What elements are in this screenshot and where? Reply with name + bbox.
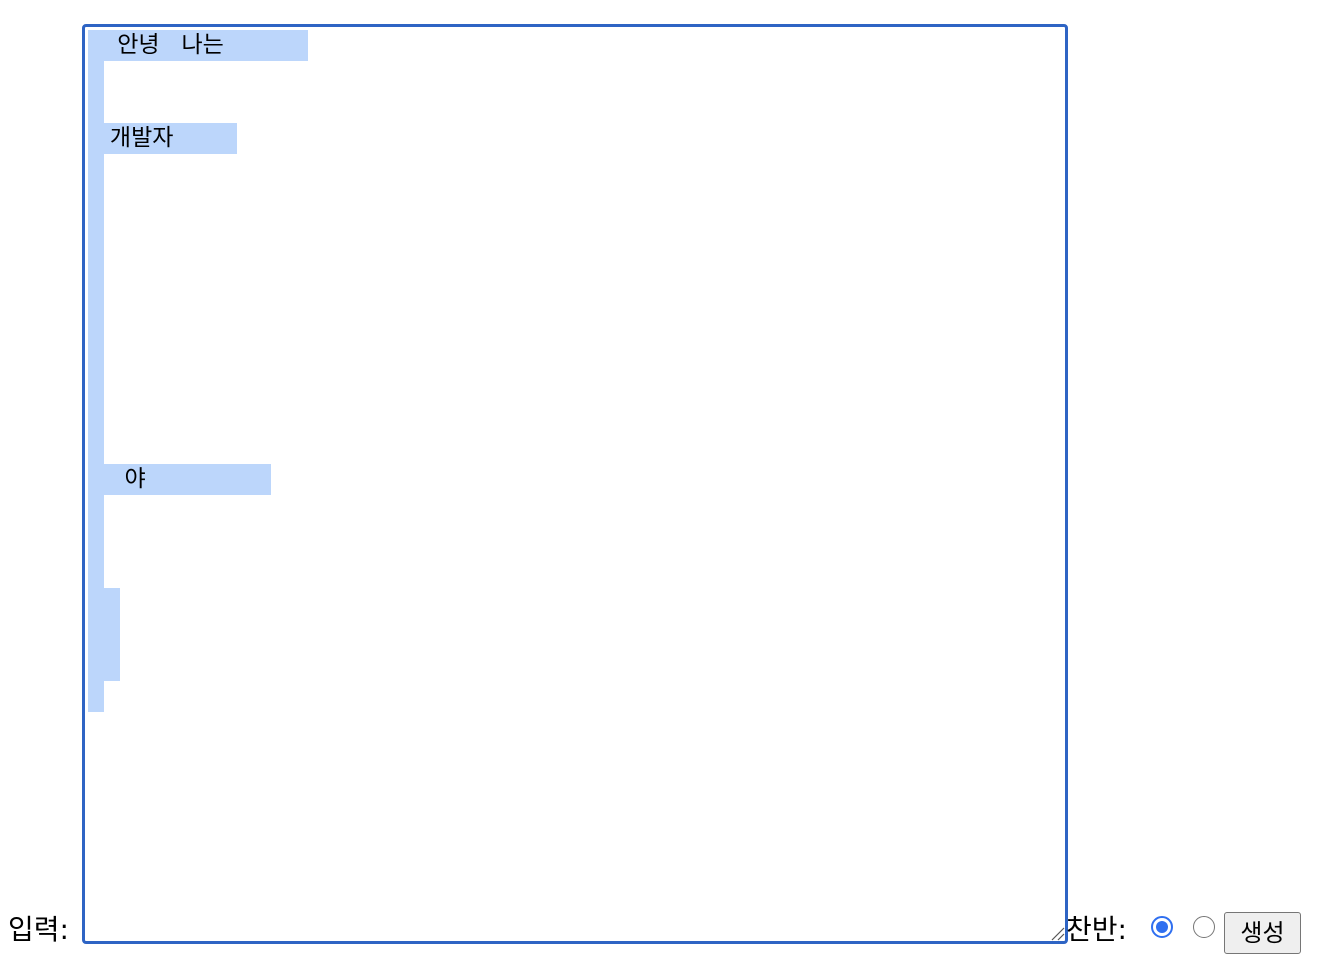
selected-text xyxy=(88,185,104,216)
radio-option-2[interactable] xyxy=(1193,916,1215,938)
textarea-line xyxy=(88,154,1065,185)
textarea-line xyxy=(88,309,1065,340)
selected-text xyxy=(88,495,104,526)
resize-grip-icon[interactable] xyxy=(1049,925,1065,941)
textarea-line xyxy=(88,681,1065,712)
textarea-line xyxy=(88,340,1065,371)
stance-label: 찬반: xyxy=(1066,913,1127,946)
textarea-line xyxy=(88,402,1065,433)
textarea-line xyxy=(88,371,1065,402)
textarea-line xyxy=(88,216,1065,247)
selected-text xyxy=(88,526,104,557)
radio-option-1[interactable] xyxy=(1151,916,1173,938)
selected-text xyxy=(88,309,104,340)
selected-text xyxy=(88,433,104,464)
selected-text xyxy=(88,402,104,433)
text-input-area[interactable]: 안녕 나는 개발자 야 xyxy=(82,24,1068,944)
selected-text: 야 xyxy=(88,464,271,495)
textarea-line: 개발자 xyxy=(88,123,1065,154)
textarea-line xyxy=(88,433,1065,464)
textarea-line: 안녕 나는 xyxy=(88,30,1065,61)
textarea-line xyxy=(88,526,1065,557)
textarea-line: 야 xyxy=(88,464,1065,495)
selected-text xyxy=(88,681,104,712)
selected-text xyxy=(88,216,104,247)
selected-text xyxy=(88,557,104,588)
textarea-line xyxy=(88,557,1065,588)
selected-text xyxy=(88,650,120,681)
selected-text xyxy=(88,61,104,92)
textarea-line xyxy=(88,278,1065,309)
textarea-line xyxy=(88,650,1065,681)
selected-text: 개발자 xyxy=(88,123,237,154)
selected-text xyxy=(88,371,104,402)
textarea-line xyxy=(88,495,1065,526)
textarea-line xyxy=(88,185,1065,216)
create-button[interactable]: 생성 xyxy=(1224,912,1301,954)
input-label: 입력: xyxy=(8,913,69,946)
textarea-line xyxy=(88,247,1065,278)
selected-text xyxy=(88,619,120,650)
textarea-line xyxy=(88,61,1065,92)
selected-text xyxy=(88,154,104,185)
textarea-content: 안녕 나는 개발자 야 xyxy=(88,30,1065,941)
selected-text xyxy=(88,278,104,309)
selected-text xyxy=(88,340,104,371)
textarea-line xyxy=(88,619,1065,650)
selected-text xyxy=(88,92,104,123)
textarea-line xyxy=(88,588,1065,619)
selected-text xyxy=(88,247,104,278)
selected-text: 안녕 나는 xyxy=(88,30,308,61)
textarea-line xyxy=(88,92,1065,123)
selected-text xyxy=(88,588,120,619)
